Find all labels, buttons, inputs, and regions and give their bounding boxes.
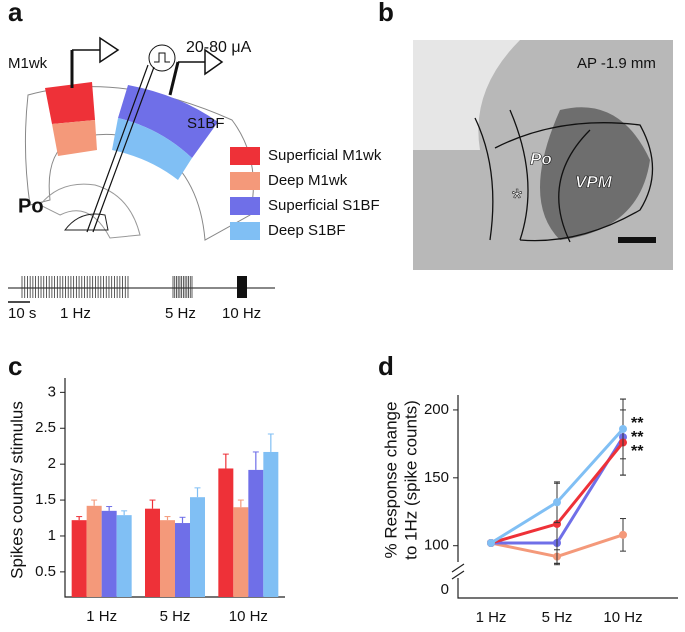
bar	[116, 515, 132, 597]
y-tick-label: 1	[48, 527, 56, 544]
label: 1 Hz	[60, 305, 91, 322]
y-tick-label: 2.5	[35, 419, 56, 436]
label: 5 Hz	[165, 305, 196, 322]
panel-b: b AP -1.9 mm Po VPM *	[378, 0, 673, 270]
y-tick-label: 0.5	[35, 563, 56, 580]
pulse-icon	[154, 52, 170, 63]
point	[619, 530, 627, 539]
panel-label: d	[378, 351, 394, 381]
point	[553, 519, 561, 528]
bar	[71, 520, 87, 597]
legend-swatch	[230, 172, 260, 190]
legend-label: Deep M1wk	[268, 172, 348, 189]
x-tick-label: 1 Hz	[86, 608, 117, 625]
scale-bar	[618, 237, 656, 243]
bar	[175, 523, 190, 597]
x-tick-label: 1 Hz	[476, 609, 507, 626]
stimulator	[148, 44, 176, 72]
point	[619, 424, 627, 433]
x-tick-label: 5 Hz	[160, 608, 191, 625]
amplifier	[72, 36, 120, 64]
bar	[233, 507, 249, 597]
legend-swatch	[230, 197, 260, 215]
bar	[86, 505, 102, 597]
bar	[160, 520, 175, 597]
bar	[263, 451, 279, 597]
label: 20-80 μA	[186, 39, 252, 56]
label: 10 Hz	[222, 305, 261, 322]
y-tick-label: 1.5	[35, 491, 56, 508]
x-tick-label: 10 Hz	[603, 609, 642, 626]
x-tick-label: 5 Hz	[542, 609, 573, 626]
y-axis-label: % Response change	[381, 402, 400, 559]
point	[487, 538, 495, 547]
y-tick-label: 150	[424, 469, 449, 486]
bar	[248, 469, 264, 597]
panel-label: a	[8, 0, 23, 27]
y-tick-label: 200	[424, 401, 449, 418]
panel-label: c	[8, 351, 22, 381]
point	[553, 498, 561, 507]
stim-electrode	[86, 64, 155, 233]
bar	[145, 508, 160, 597]
marker: *	[512, 183, 522, 213]
axis	[457, 395, 678, 599]
label: VPM	[575, 172, 613, 191]
bar	[190, 497, 205, 597]
bar	[101, 510, 117, 597]
m1-deep	[52, 120, 97, 156]
axis-break	[451, 563, 465, 580]
panel-label: b	[378, 0, 394, 27]
significance: **	[631, 429, 644, 446]
scale-label: 10 s	[8, 305, 36, 322]
panel-a: a M1wk 20-80 μA S1BF Po 10 s 1 Hz 5 Hz 1…	[8, 0, 275, 322]
electrode	[168, 61, 180, 96]
y-tick-label: 2	[48, 455, 56, 472]
label: Po	[530, 149, 552, 168]
amplifier	[178, 48, 224, 76]
significance: **	[631, 415, 644, 432]
label: M1wk	[8, 55, 48, 72]
thalamus-outline	[39, 183, 141, 239]
label: S1BF	[187, 115, 225, 132]
legend-swatch	[230, 147, 260, 165]
x-tick-label: 10 Hz	[229, 608, 268, 625]
legend-label: Deep S1BF	[268, 222, 346, 239]
y-tick-label: 3	[48, 383, 56, 400]
label: Po	[18, 195, 44, 217]
legend-label: Superficial S1BF	[268, 197, 380, 214]
tissue-dark	[540, 107, 650, 240]
tissue-light	[413, 40, 520, 150]
axis	[64, 378, 285, 598]
y-tick-label: 0	[441, 581, 449, 598]
m1-superficial	[45, 82, 95, 124]
y-axis-label: Spikes counts/ stimulus	[7, 401, 26, 579]
significance: **	[631, 443, 644, 460]
s1-deep	[112, 118, 192, 180]
region-borders	[474, 109, 654, 243]
legend: Superficial M1wk Deep M1wk Superficial S1B…	[230, 147, 382, 240]
bar	[218, 468, 234, 597]
pulse	[237, 276, 247, 298]
legend-swatch	[230, 222, 260, 240]
label: AP -1.9 mm	[577, 55, 656, 72]
pulse-trains	[21, 276, 247, 298]
po-outline	[63, 213, 109, 231]
y-axis-label: to 1Hz (spike counts)	[401, 400, 420, 560]
s1-superficial	[118, 85, 218, 158]
y-tick-label: 100	[424, 537, 449, 554]
legend-label: Superficial M1wk	[268, 147, 382, 164]
